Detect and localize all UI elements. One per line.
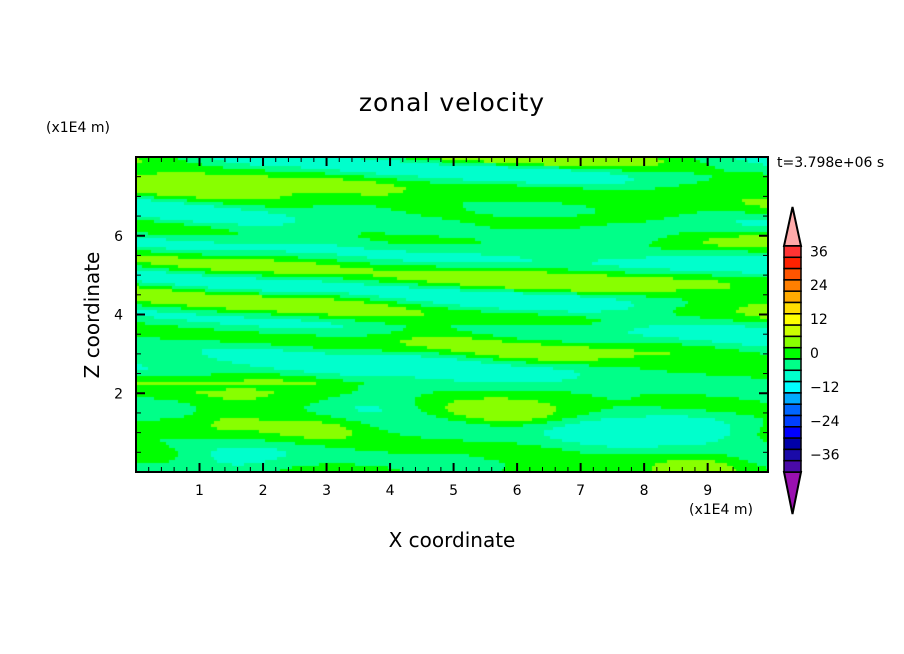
colorbar-swatch [783,437,802,451]
colorbar-swatch [783,459,802,473]
x-tick-label: 5 [449,483,458,499]
y-tick-label: 4 [114,308,123,324]
y-unit-label: (x1E4 m) [46,120,110,136]
x-tick-label: 3 [322,483,331,499]
colorbar-swatch [783,358,802,372]
x-tick-label: 9 [703,483,712,499]
colorbar-swatch [783,267,802,281]
x-tick-label: 7 [576,483,585,499]
x-unit-label: (x1E4 m) [689,502,753,518]
colorbar-under-triangle [782,471,803,515]
x-tick-label: 4 [386,483,395,499]
y-tick-label: 6 [114,229,123,245]
colorbar-swatch [783,324,802,338]
colorbar-swatch [783,279,802,292]
colorbar-swatch [783,414,802,428]
colorbar-swatch [783,335,802,349]
x-tick-label: 2 [259,483,268,499]
y-tick-label: 2 [114,386,123,402]
x-tick-label: 8 [640,483,649,499]
contour-field [136,157,768,472]
colorbar-label: −24 [810,414,840,430]
colorbar: 36 24 12 0 −12 −24 −36 [782,206,840,515]
colorbar-swatch [783,346,802,360]
x-tick-label: 6 [513,483,522,499]
colorbar-label: −36 [810,448,840,464]
x-axis-label-text: X coordinate [388,528,516,552]
colorbar-label: 36 [810,244,828,260]
colorbar-swatch [783,245,802,259]
colorbar-swatch [783,392,802,405]
colorbar-label: 12 [810,312,828,328]
colorbar-swatch [783,380,802,394]
colorbar-swatch [783,256,802,270]
chart-title: zonal velocity [358,88,546,117]
y-tick-labels: 2 4 6 [114,229,123,403]
colorbar-label: 0 [810,346,819,362]
colorbar-label: 24 [810,278,828,294]
colorbar-swatch [783,369,802,383]
colorbar-swatch [783,403,802,417]
colorbar-over-triangle [782,206,803,247]
colorbar-label: −12 [810,380,840,396]
x-tick-label: 1 [195,483,204,499]
plot-frame [135,156,769,473]
colorbar-swatch [783,290,802,304]
x-tick-labels: 1 2 3 4 5 6 7 8 9 [195,483,712,499]
colorbar-swatch [783,448,802,462]
colorbar-swatch [783,426,802,439]
colorbar-swatch [783,301,802,315]
time-annotation: t=3.798e+06 s [777,155,885,171]
x-axis-label: X coordinate [0,528,904,552]
colorbar-swatch [783,313,802,326]
